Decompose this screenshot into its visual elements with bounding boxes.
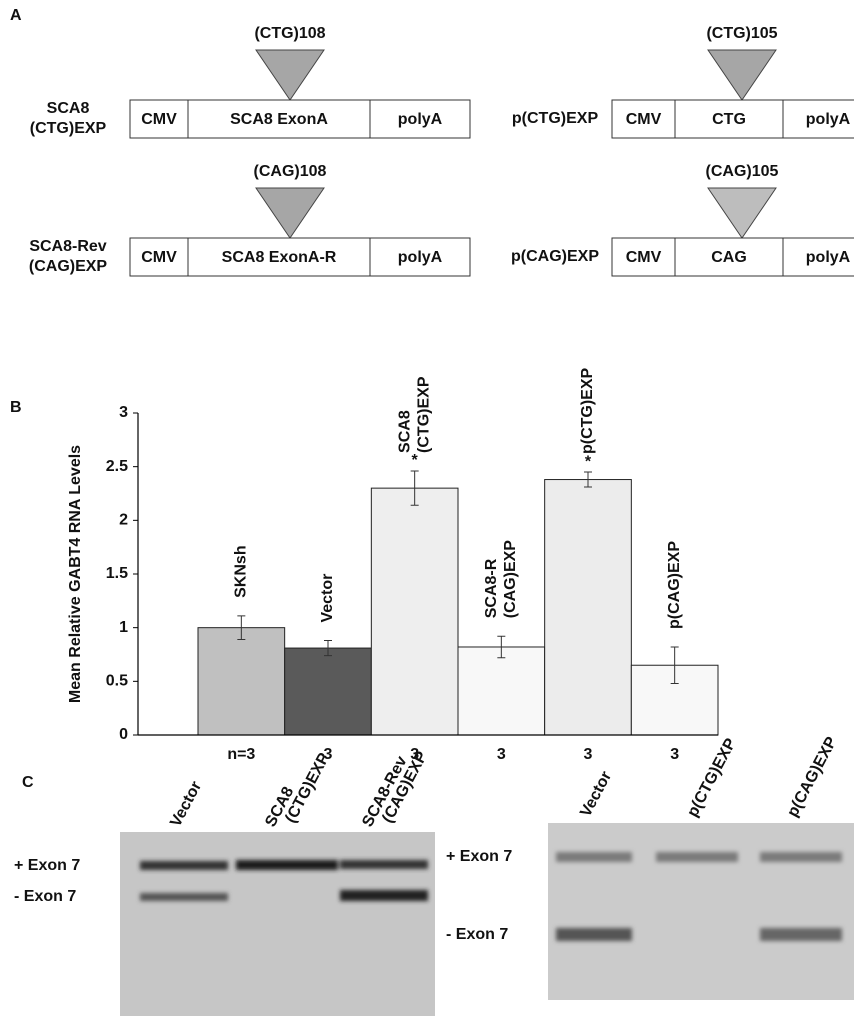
y-tick-label: 0.5: [106, 673, 128, 690]
insert-triangle: [708, 188, 776, 238]
insert-label: (CTG)105: [706, 25, 777, 42]
category-label: SCA8-R: [483, 558, 500, 618]
construct-box-label: polyA: [398, 111, 443, 128]
construct-name: (CAG)EXP: [29, 258, 108, 275]
construct-box-label: polyA: [398, 249, 443, 266]
construct-box-label: polyA: [806, 249, 851, 266]
y-tick-label: 1.5: [106, 565, 128, 582]
category-label: Vector: [319, 574, 336, 623]
insert-triangle: [256, 188, 324, 238]
y-tick-label: 2: [119, 512, 128, 529]
lane-label: Vector: [577, 769, 615, 820]
category-label: (CAG)EXP: [502, 540, 519, 619]
construct-name: SCA8-Rev: [29, 238, 106, 255]
y-tick-label: 0: [119, 726, 128, 743]
band: [760, 928, 842, 941]
significance-mark: *: [412, 452, 419, 469]
lane-label: p(CTG)EXP: [684, 735, 740, 819]
row-label: + Exon 7: [446, 848, 512, 865]
figure: A B C (CTG)108CMVSCA8 ExonApolyASCA8(CTG…: [0, 0, 854, 1016]
band: [236, 860, 338, 870]
band: [556, 928, 632, 941]
band: [760, 852, 842, 862]
construct-box-label: CTG: [712, 111, 746, 128]
insert-label: (CTG)108: [254, 25, 325, 42]
sample-size: 3: [584, 746, 593, 763]
construct-box-label: polyA: [806, 111, 851, 128]
band: [140, 893, 228, 901]
construct-box-label: CMV: [626, 111, 662, 128]
y-tick-label: 1: [119, 619, 128, 636]
construct-box-label: CMV: [141, 111, 177, 128]
row-label: - Exon 7: [14, 888, 76, 905]
bar: [285, 648, 372, 735]
sample-size: n=3: [227, 746, 255, 763]
bar: [198, 628, 285, 735]
bar: [371, 488, 458, 735]
construct-name: p(CAG)EXP: [511, 248, 599, 265]
gel: [120, 832, 435, 1016]
construct-box-label: CMV: [141, 249, 177, 266]
lane-label: Vector: [167, 779, 205, 830]
band: [656, 852, 738, 862]
significance-mark: *: [585, 453, 592, 470]
insert-triangle: [708, 50, 776, 100]
lane-label: (CTG)EXP: [282, 750, 333, 826]
insert-label: (CAG)108: [254, 163, 327, 180]
construct-name: p(CTG)EXP: [512, 110, 599, 127]
band: [140, 861, 228, 870]
panel-label: A: [10, 7, 22, 24]
row-label: - Exon 7: [446, 926, 508, 943]
sample-size: 3: [670, 746, 679, 763]
category-label: SKNsh: [233, 545, 250, 597]
construct-name: (CTG)EXP: [30, 120, 107, 137]
insert-label: (CAG)105: [706, 163, 779, 180]
insert-triangle: [256, 50, 324, 100]
construct-box-label: CMV: [626, 249, 662, 266]
band: [556, 852, 632, 862]
y-tick-label: 3: [119, 404, 128, 421]
construct-box-label: SCA8 ExonA: [230, 111, 328, 128]
construct-name: SCA8: [47, 100, 90, 117]
panel-label: C: [22, 774, 34, 791]
category-label: p(CTG)EXP: [579, 367, 596, 454]
y-axis-label: Mean Relative GABT4 RNA Levels: [67, 445, 84, 703]
category-label: p(CAG)EXP: [666, 541, 683, 629]
bar: [458, 647, 545, 735]
construct-box-label: SCA8 ExonA-R: [222, 249, 337, 266]
gel: [548, 823, 854, 1000]
lane-label: p(CAG)EXP: [784, 734, 840, 820]
panel-label: B: [10, 399, 22, 416]
construct-box-label: CAG: [711, 249, 747, 266]
y-tick-label: 2.5: [106, 458, 128, 475]
row-label: + Exon 7: [14, 857, 80, 874]
category-label: (CTG)EXP: [415, 376, 432, 453]
bar: [545, 480, 632, 735]
band: [340, 890, 428, 901]
band: [340, 860, 428, 869]
sample-size: 3: [497, 746, 506, 763]
category-label: SCA8: [396, 410, 413, 453]
